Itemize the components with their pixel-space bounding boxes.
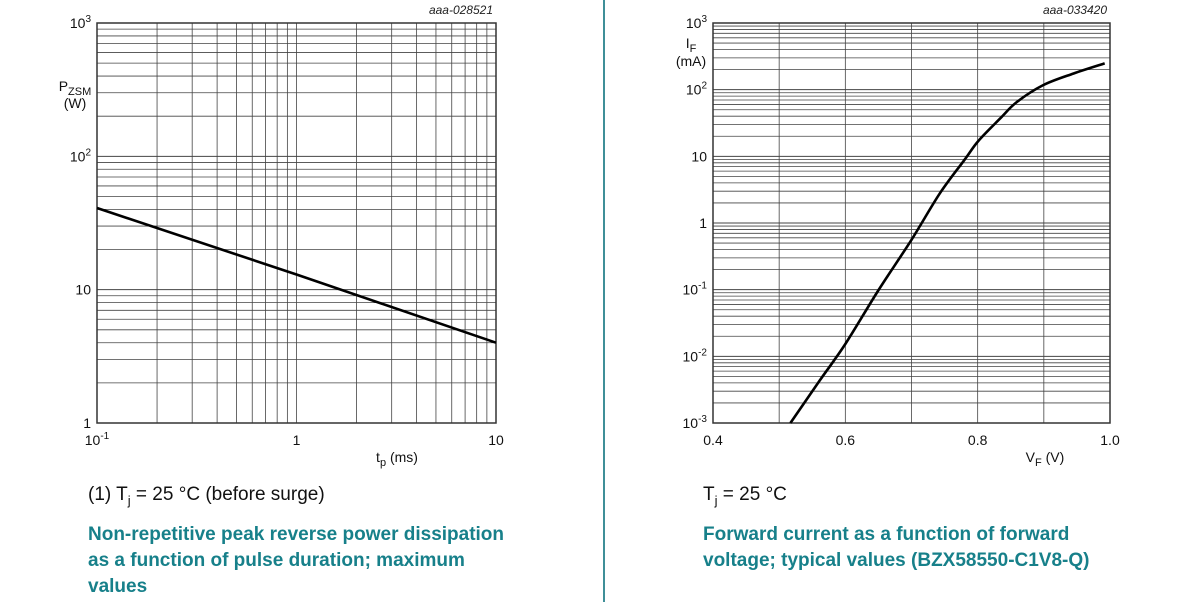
y-tick-label: 1: [83, 415, 91, 431]
axis-label-symbol: P: [59, 78, 68, 94]
tick-text: 10: [683, 348, 699, 364]
tick-exponent: -1: [698, 281, 707, 292]
x-tick-label: 10-1: [85, 431, 110, 448]
x-tick-label: 0.6: [836, 432, 856, 448]
y-tick-label: 10-1: [683, 281, 708, 298]
chart2-caption: Forward current as a function of forward…: [703, 522, 1089, 574]
tick-text: 10: [686, 15, 702, 31]
caption-line: Forward current as a function of forward: [703, 524, 1070, 545]
y-axis-label: IF: [686, 35, 697, 55]
tick-text: 10: [686, 82, 702, 98]
note-subscript: j: [127, 492, 131, 508]
caption-line: values: [88, 576, 148, 597]
tick-text: 1: [293, 432, 301, 448]
chart-2: [712, 22, 1111, 424]
tick-exponent: -2: [698, 347, 707, 358]
figure-id-label: aaa-028521: [429, 3, 493, 17]
x-tick-label: 1: [293, 432, 301, 448]
tick-text: 10: [488, 432, 504, 448]
axis-label-symbol: V: [1026, 449, 1036, 465]
tick-text: 10: [75, 282, 91, 298]
tick-exponent: 3: [701, 14, 707, 25]
x-tick-label: 0.4: [703, 432, 723, 448]
note-text: (1) T: [88, 484, 128, 505]
tick-text: 0.6: [836, 432, 856, 448]
axis-label-subscript: p: [380, 457, 386, 469]
chart1-note: (1) Tj = 25 °C (before surge): [88, 484, 325, 508]
y-tick-label: 103: [70, 14, 92, 31]
tick-text: 1: [699, 215, 707, 231]
tick-text: 10: [683, 282, 699, 298]
x-tick-label: 10: [488, 432, 504, 448]
y-tick-label: 102: [686, 81, 708, 98]
tick-text: 10: [70, 148, 86, 164]
caption-line: Non-repetitive peak reverse power dissip…: [88, 524, 505, 545]
figure-id-label: aaa-033420: [1043, 3, 1107, 17]
tick-exponent: 3: [85, 14, 91, 25]
axis-label-subscript: ZSM: [68, 86, 91, 98]
tick-text: 0.8: [968, 432, 988, 448]
axis-label-symbol: I: [686, 35, 690, 51]
x-axis-label: VF (V): [1026, 449, 1065, 469]
x-tick-label: 0.8: [968, 432, 988, 448]
y-tick-label: 102: [70, 147, 92, 164]
caption-line: voltage; typical values (BZX58550-C1V8-Q…: [703, 550, 1090, 571]
note-subscript: j: [714, 492, 718, 508]
column-divider: [603, 0, 605, 602]
x-axis-label: tp (ms): [376, 449, 418, 469]
note-text: = 25 °C (before surge): [130, 484, 325, 505]
y-axis-unit: (W): [64, 95, 87, 111]
tick-text: 10: [691, 148, 707, 164]
note-text: = 25 °C: [717, 484, 787, 505]
tick-text: 1: [83, 415, 91, 431]
y-tick-label: 10-3: [683, 414, 708, 431]
tick-text: 0.4: [703, 432, 723, 448]
tick-text: 10: [683, 415, 699, 431]
tick-text: 10: [85, 432, 101, 448]
plot-frame: [712, 22, 1111, 424]
axis-label-subscript: F: [690, 43, 697, 55]
y-tick-label: 10-2: [683, 347, 708, 364]
y-axis-unit: (mA): [676, 53, 706, 69]
chart2-note: Tj = 25 °C: [703, 484, 787, 508]
tick-exponent: -1: [100, 431, 109, 442]
plot-frame: [96, 22, 497, 424]
axis-label-unit: (V): [1042, 449, 1065, 465]
data-curve: [789, 62, 1106, 424]
tick-exponent: 2: [85, 147, 91, 158]
y-tick-label: 1: [699, 215, 707, 231]
caption-line: as a function of pulse duration; maximum: [88, 550, 465, 571]
axis-label-unit: (ms): [386, 449, 418, 465]
note-text: T: [703, 484, 715, 505]
tick-exponent: -3: [698, 414, 707, 425]
axis-label-symbol: t: [376, 449, 380, 465]
y-axis-label: PZSM: [59, 78, 92, 98]
chart1-caption: Non-repetitive peak reverse power dissip…: [88, 522, 504, 600]
chart-1: [96, 22, 497, 424]
y-tick-label: 10: [691, 148, 707, 164]
data-curve: [96, 206, 497, 344]
y-tick-label: 103: [686, 14, 708, 31]
tick-exponent: 2: [701, 81, 707, 92]
x-tick-label: 1.0: [1100, 432, 1120, 448]
axis-label-subscript: F: [1035, 457, 1042, 469]
y-tick-label: 10: [75, 282, 91, 298]
tick-text: 10: [70, 15, 86, 31]
tick-text: 1.0: [1100, 432, 1120, 448]
